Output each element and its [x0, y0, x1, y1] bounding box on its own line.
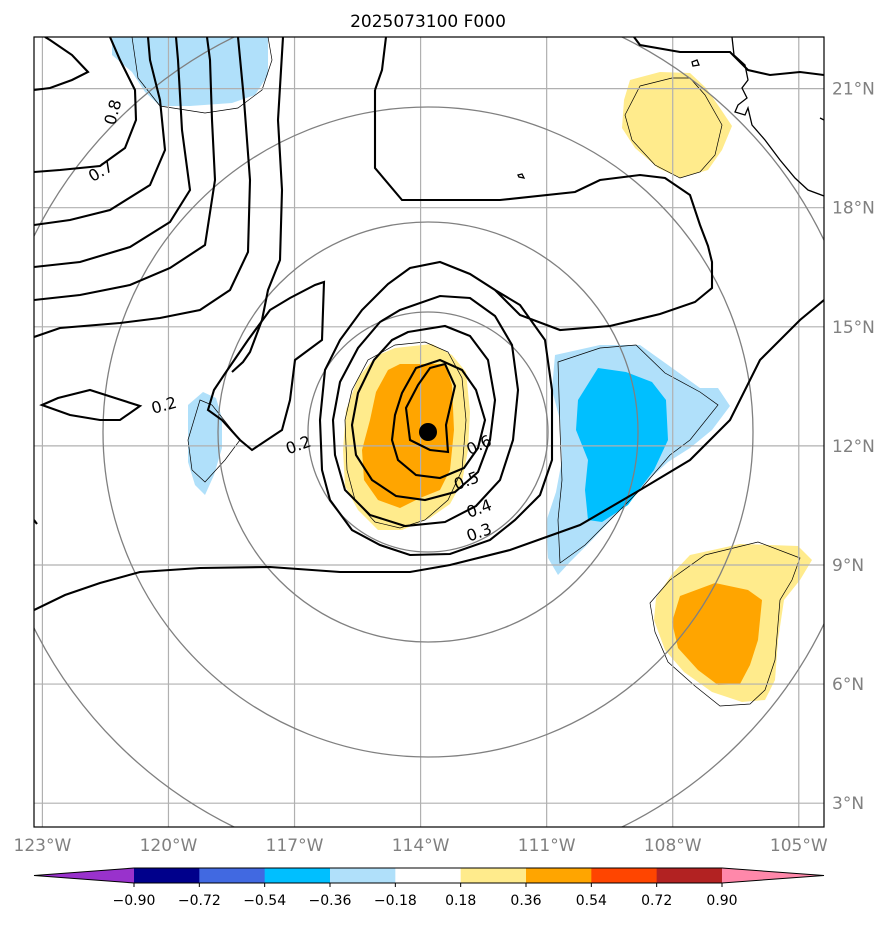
contour-line [34, 37, 192, 269]
contour-line [350, 324, 497, 502]
colorbar-tick-label: 0.54 [576, 893, 607, 909]
contour-line [374, 37, 388, 91]
colorbar-tick-label: 0.18 [445, 893, 476, 909]
contour-line [206, 280, 326, 452]
colorbar-extend-high [722, 868, 824, 883]
range-ring [307, 311, 549, 553]
coastline-segment [691, 59, 700, 67]
contour-line [318, 90, 714, 557]
thin-contour [624, 77, 723, 179]
contour-line [39, 388, 143, 422]
lat-tick-label: 3°N [832, 794, 864, 814]
colorbar-swatch [591, 868, 658, 883]
contour-line [34, 37, 90, 92]
lon-tick-label: 117°W [266, 836, 324, 856]
coastline-segment [517, 173, 526, 179]
positive-anomaly-core [362, 364, 454, 508]
colorbar-tick-label: −0.36 [309, 893, 352, 909]
contour-line [34, 37, 167, 227]
negative-anomaly-core [576, 368, 668, 522]
contour-line [390, 358, 487, 480]
lat-tick-label: 12°N [832, 437, 875, 457]
longitude-tick-labels: 123°W 120°W 117°W 114°W 111°W 108°W 105°W [14, 836, 828, 856]
colorbar-tick-label: 0.90 [706, 893, 737, 909]
contour-line [34, 37, 217, 302]
contour-line [404, 362, 457, 454]
lon-tick-label: 108°W [644, 836, 702, 856]
lat-tick-label: 15°N [832, 318, 875, 338]
colorbar-swatch [395, 868, 462, 883]
map-frame [33, 36, 825, 828]
colorbar-swatch [264, 868, 331, 883]
colorbar-swatch [656, 868, 723, 883]
contour-line [34, 299, 824, 611]
contour-line [633, 37, 824, 77]
map-title: 2025073100 F000 [350, 12, 506, 32]
contour-line [331, 294, 520, 528]
colorbar-tick-label: 0.36 [510, 893, 541, 909]
thick-contours [34, 37, 824, 611]
lon-tick-label: 114°W [392, 836, 450, 856]
thin-contour [649, 541, 801, 707]
thin-contour [557, 344, 719, 564]
coastline-segment [731, 37, 824, 197]
colorbar-swatch [199, 868, 266, 883]
lon-tick-label: 105°W [770, 836, 828, 856]
thin-contour [131, 37, 273, 114]
colorbar-tick-label: −0.72 [178, 893, 221, 909]
latitude-tick-labels: 3°N 6°N 9°N 12°N 15°N 18°N 21°N [832, 80, 875, 815]
coastline-segment [819, 117, 824, 121]
range-ring [102, 106, 754, 758]
colorbar-tick-label: 0.72 [641, 893, 672, 909]
range-rings [34, 37, 824, 827]
colorbar: −0.90 −0.72 −0.54 −0.36 −0.18 0.18 0.36 0.54 0.7… [33, 867, 825, 909]
shaded-field [112, 37, 812, 702]
positive-anomaly-patch [622, 72, 732, 178]
lat-tick-label: 18°N [832, 199, 875, 219]
map-area: 0.80.70.20.2 0.60.50.40.3 [34, 37, 824, 827]
colorbar-swatch [526, 868, 592, 883]
colorbar-extend-low [34, 868, 134, 883]
lon-tick-label: 120°W [140, 836, 198, 856]
colorbar-tick-label: −0.54 [243, 893, 286, 909]
contour-line [34, 37, 138, 174]
colorbar-tick-label: −0.18 [374, 893, 417, 909]
gridlines [34, 37, 824, 827]
colorbar-tick-label: −0.90 [113, 893, 156, 909]
contour-line [34, 37, 252, 338]
range-ring [217, 221, 639, 643]
negative-anomaly-patch [188, 392, 222, 495]
coastline [517, 37, 824, 197]
storm-center-marker [419, 423, 437, 441]
colorbar-swatch [460, 868, 527, 883]
positive-anomaly-core [672, 583, 762, 685]
colorbar-swatch [134, 868, 200, 883]
lon-tick-label: 111°W [518, 836, 576, 856]
lat-tick-label: 21°N [832, 80, 875, 100]
lon-tick-label: 123°W [14, 836, 72, 856]
lat-tick-label: 6°N [832, 675, 864, 695]
contour-line [231, 37, 285, 373]
colorbar-swatch [330, 868, 396, 883]
lat-tick-label: 9°N [832, 556, 864, 576]
